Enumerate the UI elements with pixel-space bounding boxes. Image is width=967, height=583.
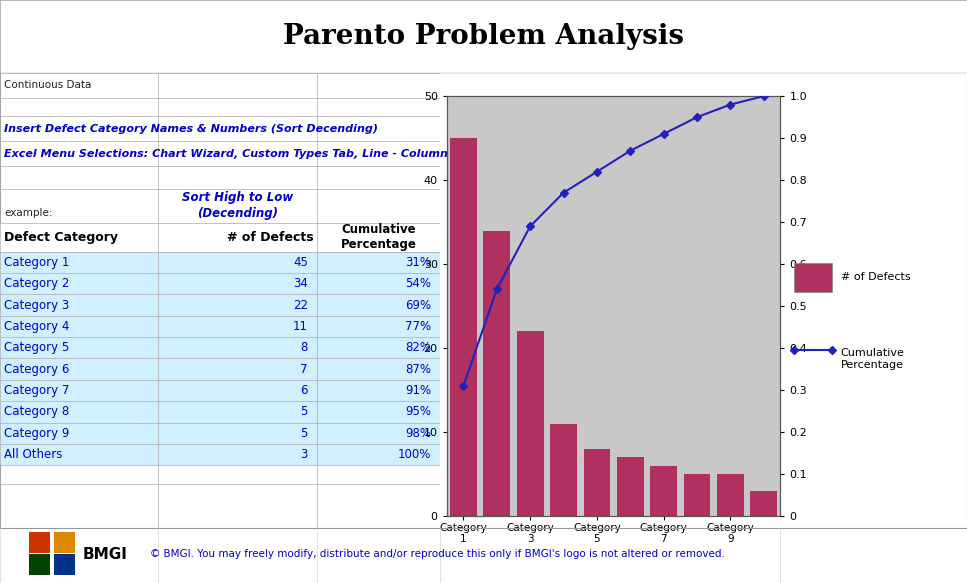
Text: Category 1: Category 1 bbox=[5, 256, 70, 269]
Bar bbox=[0, 337, 440, 359]
Text: 5: 5 bbox=[301, 427, 308, 440]
Text: 7: 7 bbox=[301, 363, 308, 375]
Bar bbox=[0, 401, 440, 423]
Text: 22: 22 bbox=[293, 298, 308, 311]
Text: Category 5: Category 5 bbox=[5, 341, 70, 354]
Text: 100%: 100% bbox=[397, 448, 431, 461]
Bar bbox=[583, 449, 610, 516]
Text: 34: 34 bbox=[293, 277, 308, 290]
Bar bbox=[29, 532, 50, 553]
Bar bbox=[650, 466, 677, 516]
Text: 98%: 98% bbox=[405, 427, 431, 440]
Text: 91%: 91% bbox=[405, 384, 431, 397]
Text: Insert Defect Category Names & Numbers (Sort Decending): Insert Defect Category Names & Numbers (… bbox=[5, 124, 378, 134]
Bar bbox=[750, 491, 777, 516]
Bar bbox=[0, 252, 440, 273]
Text: Continuous Data: Continuous Data bbox=[5, 80, 92, 90]
Text: Category 7: Category 7 bbox=[5, 384, 70, 397]
Bar bbox=[0, 444, 440, 465]
Text: 82%: 82% bbox=[405, 341, 431, 354]
Text: 6: 6 bbox=[301, 384, 308, 397]
Text: Defect Category: Defect Category bbox=[5, 231, 118, 244]
Text: Category 6: Category 6 bbox=[5, 363, 70, 375]
Text: Excel Menu Selections: Chart Wizard, Custom Types Tab, Line - Column on 2 Axes: Excel Menu Selections: Chart Wizard, Cus… bbox=[5, 149, 513, 159]
Text: # of Defects: # of Defects bbox=[840, 272, 910, 282]
Text: © BMGI. You may freely modify, distribute and/or reproduce this only if BMGI's l: © BMGI. You may freely modify, distribut… bbox=[150, 549, 724, 559]
Text: 5: 5 bbox=[301, 405, 308, 419]
Bar bbox=[550, 424, 577, 516]
Text: Category 8: Category 8 bbox=[5, 405, 70, 419]
Bar bbox=[54, 532, 75, 553]
Text: 45: 45 bbox=[293, 256, 308, 269]
Bar bbox=[717, 474, 744, 516]
Text: 8: 8 bbox=[301, 341, 308, 354]
Bar bbox=[684, 474, 711, 516]
Bar bbox=[794, 263, 832, 292]
Text: Category 9: Category 9 bbox=[5, 427, 70, 440]
Bar bbox=[0, 294, 440, 316]
Text: 54%: 54% bbox=[405, 277, 431, 290]
Text: Category 3: Category 3 bbox=[5, 298, 70, 311]
Bar bbox=[0, 273, 440, 294]
Bar bbox=[0, 223, 440, 252]
Bar bbox=[0, 423, 440, 444]
Bar bbox=[0, 359, 440, 380]
Bar bbox=[516, 331, 543, 516]
Bar bbox=[450, 138, 477, 516]
Bar bbox=[29, 554, 50, 575]
Text: 11: 11 bbox=[293, 320, 308, 333]
Text: # of Defects: # of Defects bbox=[227, 231, 313, 244]
Text: Category 4: Category 4 bbox=[5, 320, 70, 333]
Text: Parento Problem Analysis: Parento Problem Analysis bbox=[283, 23, 684, 50]
Text: 95%: 95% bbox=[405, 405, 431, 419]
Text: example:: example: bbox=[5, 208, 53, 217]
Bar bbox=[484, 230, 511, 516]
Text: 31%: 31% bbox=[405, 256, 431, 269]
Text: 77%: 77% bbox=[405, 320, 431, 333]
Text: All Others: All Others bbox=[5, 448, 63, 461]
Bar bbox=[617, 457, 644, 516]
Text: Cumulative
Percentage: Cumulative Percentage bbox=[340, 223, 417, 251]
Bar bbox=[0, 316, 440, 337]
Text: Cumulative
Percentage: Cumulative Percentage bbox=[840, 347, 904, 370]
Text: 87%: 87% bbox=[405, 363, 431, 375]
Text: 3: 3 bbox=[301, 448, 308, 461]
Bar bbox=[0, 380, 440, 401]
Text: Sort High to Low
(Decending): Sort High to Low (Decending) bbox=[182, 191, 293, 220]
Text: Category 2: Category 2 bbox=[5, 277, 70, 290]
Text: 69%: 69% bbox=[405, 298, 431, 311]
Text: BMGI: BMGI bbox=[82, 547, 127, 561]
Bar bbox=[54, 554, 75, 575]
